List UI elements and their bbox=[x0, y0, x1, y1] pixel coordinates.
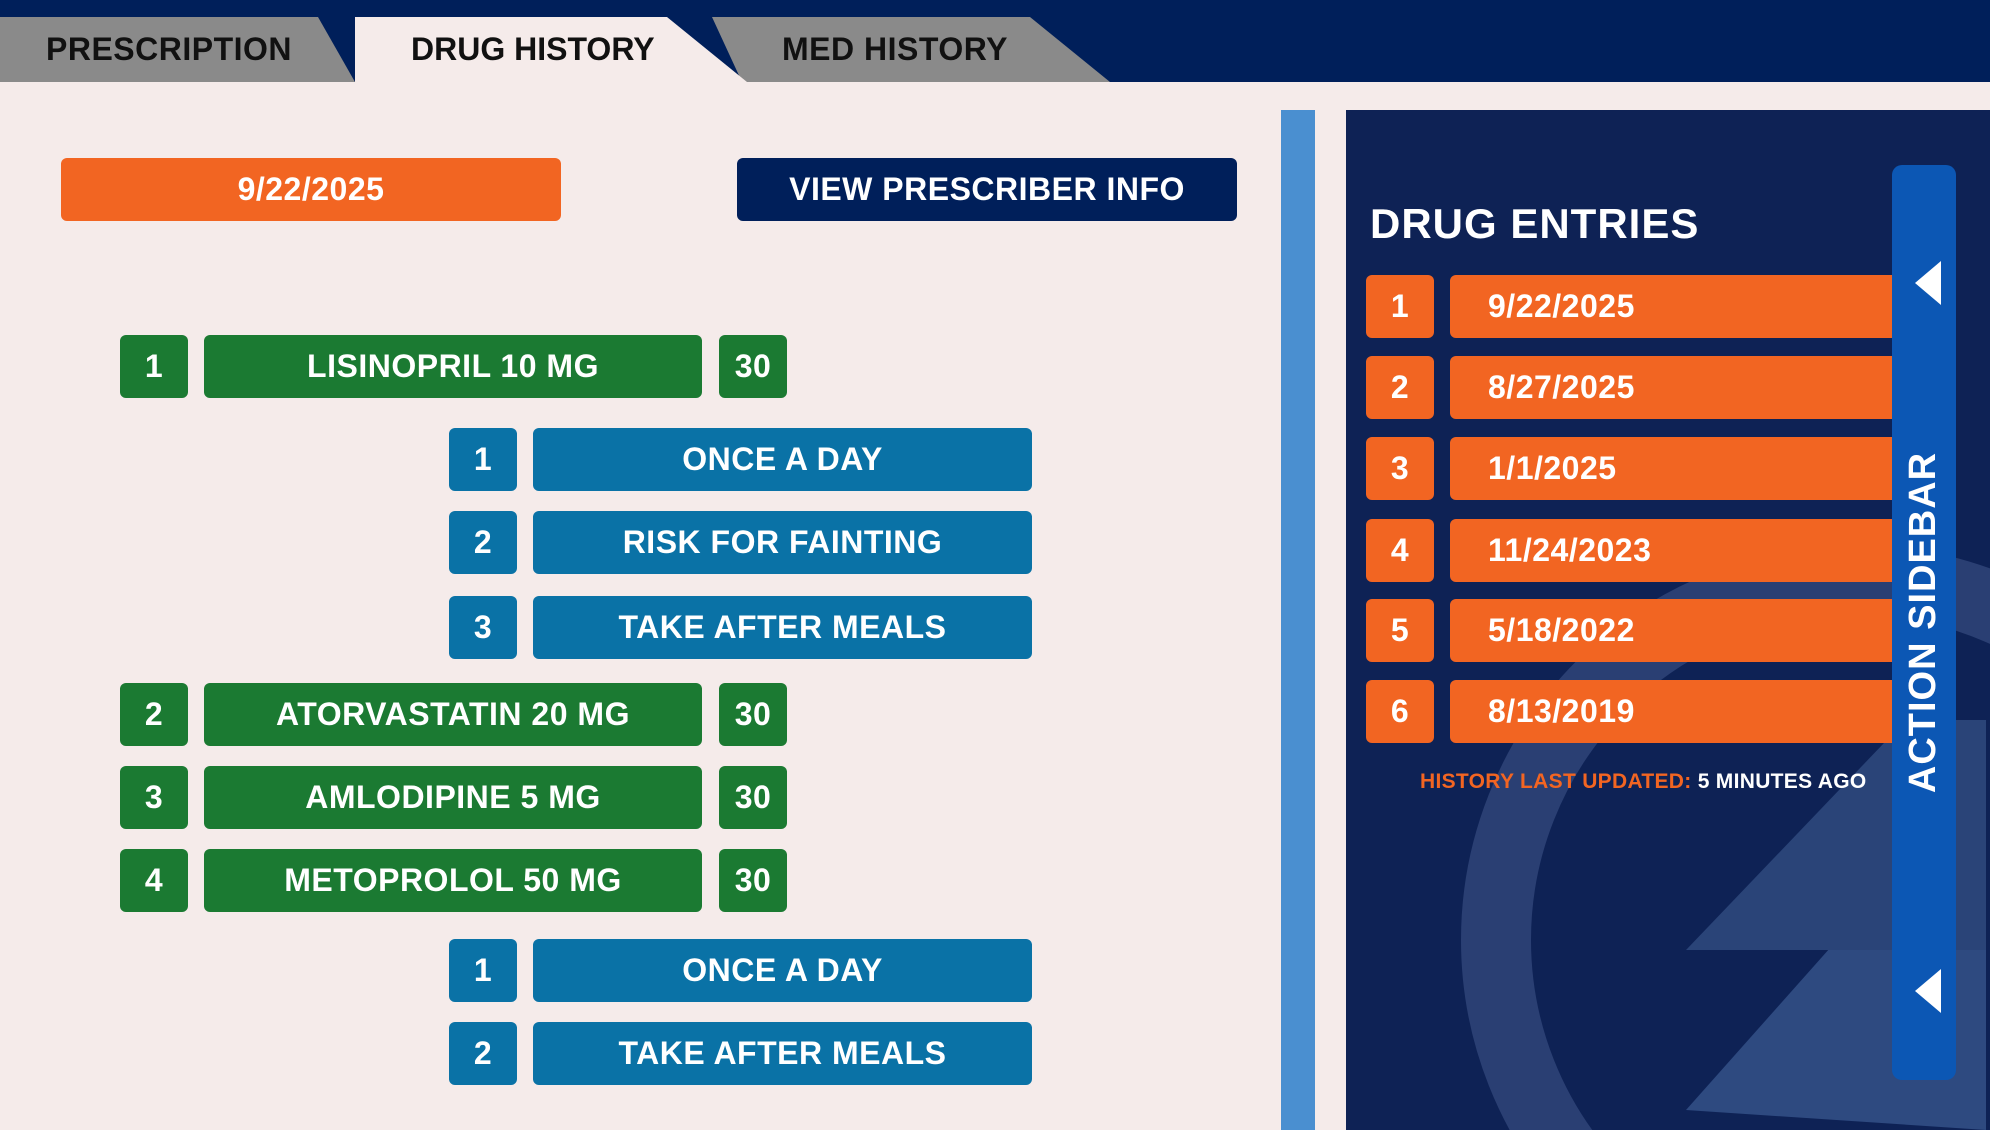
drug-quantity: 30 bbox=[719, 849, 787, 912]
drug-name-button[interactable]: LISINOPRIL 10 MG bbox=[204, 335, 702, 398]
instruction-number: 1 bbox=[449, 428, 517, 491]
instruction-number: 3 bbox=[449, 596, 517, 659]
drug-name: AMLODIPINE 5 MG bbox=[305, 779, 601, 815]
entry-date-button[interactable]: 8/27/2025 bbox=[1450, 356, 1892, 419]
entry-number: 1 bbox=[1366, 275, 1434, 338]
date-field[interactable]: 9/22/2025 bbox=[61, 158, 561, 221]
instruction-item[interactable]: ONCE A DAY bbox=[533, 428, 1032, 491]
drug-number: 4 bbox=[120, 849, 188, 912]
view-prescriber-info-button[interactable]: VIEW PRESCRIBER INFO bbox=[737, 158, 1237, 221]
action-sidebar-label: ACTION SIDEBAR bbox=[1902, 451, 1945, 794]
drug-quantity: 30 bbox=[719, 683, 787, 746]
drug-name-button[interactable]: ATORVASTATIN 20 MG bbox=[204, 683, 702, 746]
tab-prescription-label: PRESCRIPTION bbox=[46, 31, 293, 67]
tab-drug-history-label: DRUG HISTORY bbox=[411, 31, 655, 67]
entry-date: 8/27/2025 bbox=[1488, 369, 1635, 405]
instruction-text: ONCE A DAY bbox=[682, 952, 883, 988]
tab-prescription[interactable]: PRESCRIPTION bbox=[0, 17, 355, 82]
drug-quantity: 30 bbox=[719, 766, 787, 829]
collapse-arrow-icon[interactable] bbox=[1915, 969, 1941, 1013]
entry-number: 6 bbox=[1366, 680, 1434, 743]
entry-date: 11/24/2023 bbox=[1488, 532, 1652, 568]
drug-name: LISINOPRIL 10 MG bbox=[307, 348, 599, 384]
instruction-number: 2 bbox=[449, 1022, 517, 1085]
drug-number: 1 bbox=[120, 335, 188, 398]
entry-number: 4 bbox=[1366, 519, 1434, 582]
tab-med-history-label: MED HISTORY bbox=[782, 31, 1008, 67]
entry-date-button[interactable]: 1/1/2025 bbox=[1450, 437, 1892, 500]
updated-value: 5 MINUTES AGO bbox=[1697, 770, 1867, 793]
instruction-item[interactable]: RISK FOR FAINTING bbox=[533, 511, 1032, 574]
instruction-text: RISK FOR FAINTING bbox=[622, 524, 943, 560]
drug-name: ATORVASTATIN 20 MG bbox=[276, 696, 630, 732]
drug-name: METOPROLOL 50 MG bbox=[284, 862, 622, 898]
entry-date-button[interactable]: 9/22/2025 bbox=[1450, 275, 1892, 338]
entry-number: 5 bbox=[1366, 599, 1434, 662]
drug-name-button[interactable]: METOPROLOL 50 MG bbox=[204, 849, 702, 912]
instruction-text: ONCE A DAY bbox=[682, 441, 883, 477]
drug-quantity: 30 bbox=[719, 335, 787, 398]
entry-date-button[interactable]: 5/18/2022 bbox=[1450, 599, 1892, 662]
instruction-number: 2 bbox=[449, 511, 517, 574]
entry-number: 3 bbox=[1366, 437, 1434, 500]
entry-date: 1/1/2025 bbox=[1488, 450, 1617, 486]
instruction-text: TAKE AFTER MEALS bbox=[618, 1035, 947, 1071]
instruction-number: 1 bbox=[449, 939, 517, 1002]
instruction-item[interactable]: ONCE A DAY bbox=[533, 939, 1032, 1002]
entry-date: 8/13/2019 bbox=[1488, 693, 1635, 729]
entry-date-button[interactable]: 11/24/2023 bbox=[1450, 519, 1892, 582]
entry-date: 9/22/2025 bbox=[1488, 288, 1635, 324]
drug-entries-title: DRUG ENTRIES bbox=[1370, 200, 1700, 247]
entry-date: 5/18/2022 bbox=[1488, 612, 1635, 648]
instruction-text: TAKE AFTER MEALS bbox=[618, 609, 947, 645]
action-sidebar-toggle[interactable] bbox=[1892, 165, 1956, 1080]
drug-number: 2 bbox=[120, 683, 188, 746]
drug-number: 3 bbox=[120, 766, 188, 829]
instruction-item[interactable]: TAKE AFTER MEALS bbox=[533, 1022, 1032, 1085]
entry-number: 2 bbox=[1366, 356, 1434, 419]
date-value: 9/22/2025 bbox=[237, 171, 385, 207]
history-last-updated: HISTORY LAST UPDATED: 5 MINUTES AGO bbox=[1420, 770, 1867, 794]
instruction-item[interactable]: TAKE AFTER MEALS bbox=[533, 596, 1032, 659]
entry-date-button[interactable]: 8/13/2019 bbox=[1450, 680, 1892, 743]
collapse-arrow-icon[interactable] bbox=[1915, 261, 1941, 305]
panel-divider bbox=[1281, 110, 1315, 1130]
drug-name-button[interactable]: AMLODIPINE 5 MG bbox=[204, 766, 702, 829]
updated-label: HISTORY LAST UPDATED: bbox=[1420, 770, 1692, 793]
view-prescriber-info-label: VIEW PRESCRIBER INFO bbox=[789, 171, 1185, 207]
